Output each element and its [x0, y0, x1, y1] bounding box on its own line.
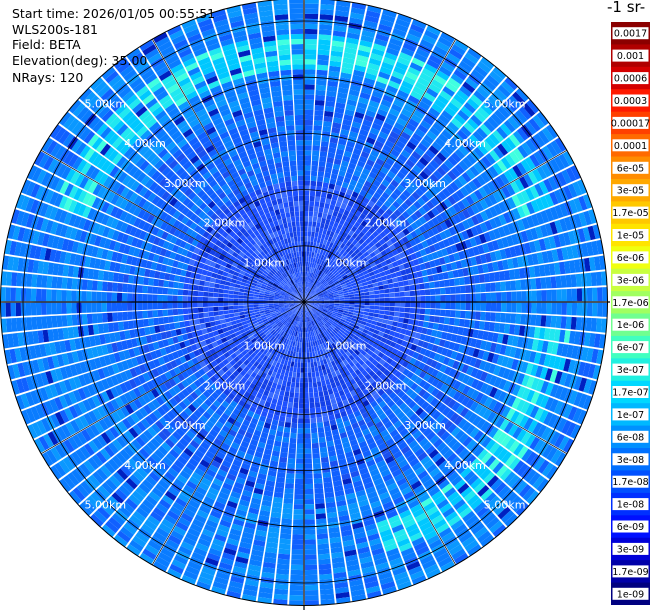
- colorbar-tick-label: 0.0001: [614, 141, 647, 152]
- ring-label: 5.00km: [85, 499, 127, 512]
- colorbar-tick-label: 1e-05: [617, 231, 644, 242]
- ring-label: 5.00km: [484, 97, 526, 110]
- ring-label: 4.00km: [124, 459, 166, 472]
- ppi-plot: 1.00km 1.00km 1.00km 1.00km 2.00km 2.00km 2.00…: [0, 0, 610, 610]
- colorbar-unit-label: -1 sr-: [607, 0, 646, 16]
- azimuth-spoke: [303, 301, 457, 565]
- colorbar-tick-label: 1e-06: [617, 320, 644, 331]
- colorbar-tick-label: 1e-08: [617, 500, 644, 511]
- ring-label: 3.00km: [404, 177, 446, 190]
- ring-label: 1.00km: [325, 256, 367, 269]
- colorbar-tick-label: 0.0003: [614, 96, 647, 107]
- ring-label: 4.00km: [444, 459, 486, 472]
- ring-label: 4.00km: [444, 137, 486, 150]
- ring-label: 2.00km: [204, 380, 246, 393]
- ring-label: 1.00km: [244, 256, 286, 269]
- ring-label: 4.00km: [124, 137, 166, 150]
- colorbar-tick-label: 1.7e-05: [612, 208, 648, 219]
- ring-label: 2.00km: [204, 217, 246, 230]
- ring-label: 2.00km: [365, 380, 407, 393]
- colorbar-tick-label: 1.7e-09: [612, 567, 648, 578]
- colorbar-tick-label: 6e-09: [617, 522, 644, 533]
- colorbar-tick-label: 6e-06: [617, 253, 644, 264]
- ring-label: 5.00km: [85, 97, 127, 110]
- device-label: WLS200s-181: [12, 22, 98, 37]
- colorbar-tick-label: 0.0017: [614, 29, 647, 40]
- start-time-label: Start time: 2026/01/05 00:55:51: [12, 6, 216, 21]
- colorbar-tick-label: 1e-09: [617, 589, 644, 600]
- ring-label: 3.00km: [404, 419, 446, 432]
- azimuth-spoke: [41, 301, 305, 455]
- colorbar-tick-label: 3e-08: [617, 455, 644, 466]
- azimuth-spoke: [41, 149, 305, 303]
- colorbar-tick-label: 6e-08: [617, 432, 644, 443]
- colorbar-tick-label: 0.0006: [614, 74, 647, 85]
- ring-label: 3.00km: [164, 177, 206, 190]
- field-label: Field: BETA: [12, 37, 81, 52]
- ring-label: 3.00km: [164, 419, 206, 432]
- azimuth-spoke: [303, 301, 567, 455]
- colorbar-tick-label: 1.7e-06: [612, 298, 648, 309]
- colorbar-tick-label: 0.00017: [611, 118, 650, 129]
- colorbar-tick-label: 1e-07: [617, 410, 644, 421]
- colorbar-tick-label: 3e-09: [617, 544, 644, 555]
- ring-label: 5.00km: [484, 499, 526, 512]
- elevation-label: Elevation(deg): 35.00: [12, 53, 148, 68]
- colorbar-tick-label: 0.001: [617, 51, 644, 62]
- ring-label: 1.00km: [325, 340, 367, 353]
- azimuth-spoke: [151, 39, 305, 303]
- azimuth-spoke: [303, 39, 457, 303]
- ring-label: 1.00km: [244, 340, 286, 353]
- azimuth-spoke: [151, 301, 305, 565]
- colorbar-tick-label: 1.7e-08: [612, 477, 648, 488]
- ring-label: 2.00km: [365, 217, 407, 230]
- colorbar-tick-label: 3e-06: [617, 275, 644, 286]
- nrays-label: NRays: 120: [12, 70, 84, 85]
- colorbar-tick-label: 6e-05: [617, 163, 644, 174]
- colorbar-tick-label: 1.7e-07: [612, 388, 648, 399]
- colorbar: 0.0017 0.001 0.0006 0.0003 0.00017 0.0001 6e-0…: [611, 22, 650, 605]
- azimuth-spoke: [303, 149, 567, 303]
- colorbar-tick-label: 3e-05: [617, 186, 644, 197]
- colorbar-tick-label: 3e-07: [617, 365, 644, 376]
- colorbar-tick-label: 6e-07: [617, 343, 644, 354]
